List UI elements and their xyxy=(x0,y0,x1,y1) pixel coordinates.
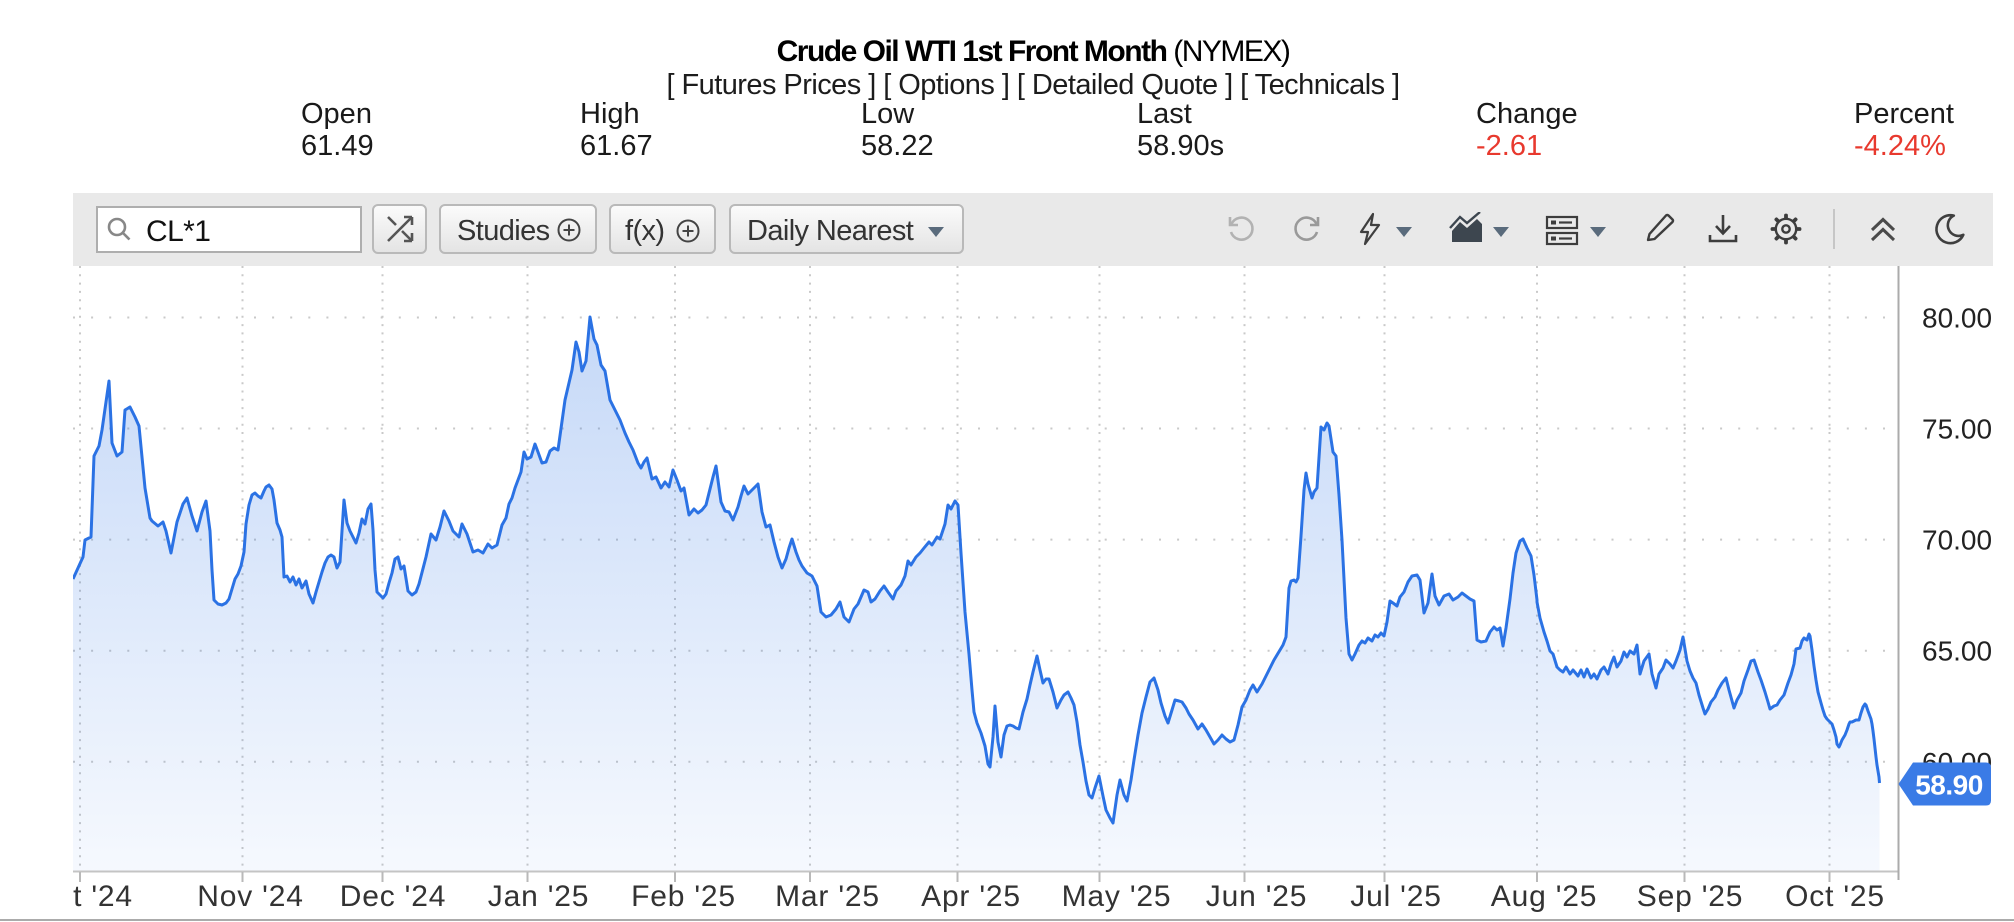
svg-text:Mar '25: Mar '25 xyxy=(775,880,880,913)
svg-text:70.00: 70.00 xyxy=(1922,525,1992,556)
svg-text:Dec '24: Dec '24 xyxy=(340,880,446,913)
svg-text:Nov '24: Nov '24 xyxy=(197,880,303,913)
svg-text:Aug '25: Aug '25 xyxy=(1491,880,1597,913)
svg-text:Oct '25: Oct '25 xyxy=(1785,880,1885,913)
svg-text:Oct '24: Oct '24 xyxy=(33,880,133,913)
svg-text:65.00: 65.00 xyxy=(1922,636,1992,667)
svg-text:May '25: May '25 xyxy=(1062,880,1172,913)
svg-text:Jan '25: Jan '25 xyxy=(488,880,589,913)
svg-text:58.90: 58.90 xyxy=(1915,770,1983,801)
svg-text:Feb '25: Feb '25 xyxy=(631,880,736,913)
svg-text:Jun '25: Jun '25 xyxy=(1206,880,1307,913)
svg-text:Apr '25: Apr '25 xyxy=(921,880,1021,913)
svg-text:Jul '25: Jul '25 xyxy=(1350,880,1441,913)
svg-text:75.00: 75.00 xyxy=(1922,414,1992,445)
svg-text:80.00: 80.00 xyxy=(1922,303,1992,334)
svg-text:Sep '25: Sep '25 xyxy=(1637,880,1743,913)
